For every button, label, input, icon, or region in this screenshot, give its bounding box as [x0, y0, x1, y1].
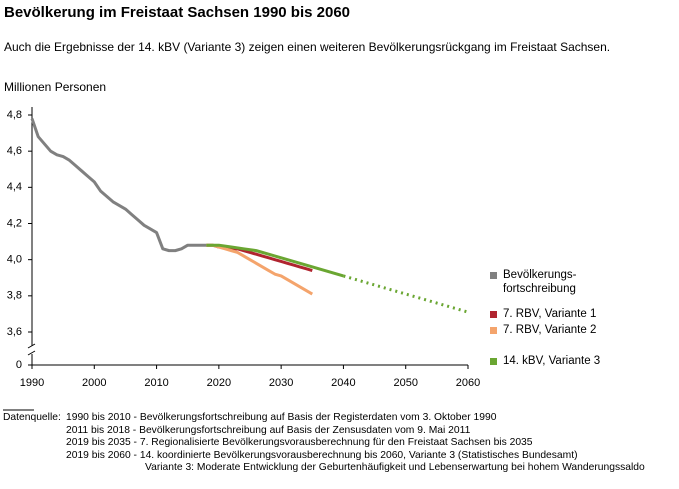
x-tick-label: 2030	[269, 377, 293, 389]
source-notes: Datenquelle: 1990 bis 2010 - Bevölkerung…	[3, 409, 679, 475]
legend-item: Bevölkerungs- fortschreibung	[490, 268, 577, 296]
legend-swatch	[490, 358, 497, 365]
legend-item: 7. RBV, Variante 2	[490, 323, 596, 337]
y-tick-label: 4,4	[7, 181, 22, 193]
chart: Bevölkerung im Freistaat Sachsen 1990 bi…	[4, 4, 610, 389]
y-tick-label: 4,0	[7, 254, 22, 266]
y-tick-label: 4,6	[7, 145, 22, 157]
y-tick-label: 3,6	[7, 326, 22, 338]
y-tick-label: 4,2	[7, 217, 22, 229]
note-line: 2019 bis 2035 - 7. Regionalisierte Bevöl…	[66, 437, 533, 449]
x-tick-label: 2000	[82, 377, 106, 389]
y-axis-label: Millionen Personen	[4, 80, 106, 94]
legend-label: 14. kBV, Variante 3	[503, 355, 601, 367]
legend-label: 7. RBV, Variante 2	[503, 324, 597, 336]
divider	[3, 409, 34, 411]
series-line	[206, 243, 314, 296]
series-line	[206, 243, 344, 278]
legend-swatch	[490, 311, 497, 318]
note-line: 1990 bis 2010 - Bevölkerungsfortschreibu…	[66, 412, 497, 423]
series-line	[30, 118, 207, 253]
chart-title: Bevölkerung im Freistaat Sachsen 1990 bi…	[4, 4, 350, 21]
legend-swatch	[490, 327, 497, 334]
y-tick-label: 0	[16, 359, 22, 371]
x-tick-label: 1990	[20, 377, 44, 389]
y-tick-label: 3,8	[7, 290, 22, 302]
x-tick-label: 2010	[144, 377, 168, 389]
source-label: Datenquelle:	[3, 412, 61, 423]
legend-label: Bevölkerungs- fortschreibung	[503, 269, 577, 295]
series-line-projection	[343, 274, 469, 314]
x-tick-label: 2020	[207, 377, 231, 389]
subtitle: Auch die Ergebnisse der 14. kBV (Variant…	[4, 40, 610, 54]
notes-list: 1990 bis 2010 - Bevölkerungsfortschreibu…	[3, 412, 679, 475]
note-line: 2019 bis 2060 - 14. koordinierte Bevölke…	[66, 449, 578, 461]
x-tick-label: 2060	[456, 377, 480, 389]
y-tick-label: 4,8	[7, 109, 22, 121]
x-tick-label: 2050	[393, 377, 417, 389]
x-tick-label: 2040	[331, 377, 355, 389]
legend-label: 7. RBV, Variante 1	[503, 308, 597, 320]
legend-item: 7. RBV, Variante 1	[490, 307, 596, 321]
legend-swatch	[490, 272, 497, 279]
axis-break	[27, 343, 36, 356]
legend-item: 14. kBV, Variante 3	[490, 354, 600, 368]
note-line: Variante 3: Moderate Entwicklung der Geb…	[145, 462, 645, 474]
note-line: 2011 bis 2018 - Bevölkerungsfortschreibu…	[66, 424, 471, 436]
